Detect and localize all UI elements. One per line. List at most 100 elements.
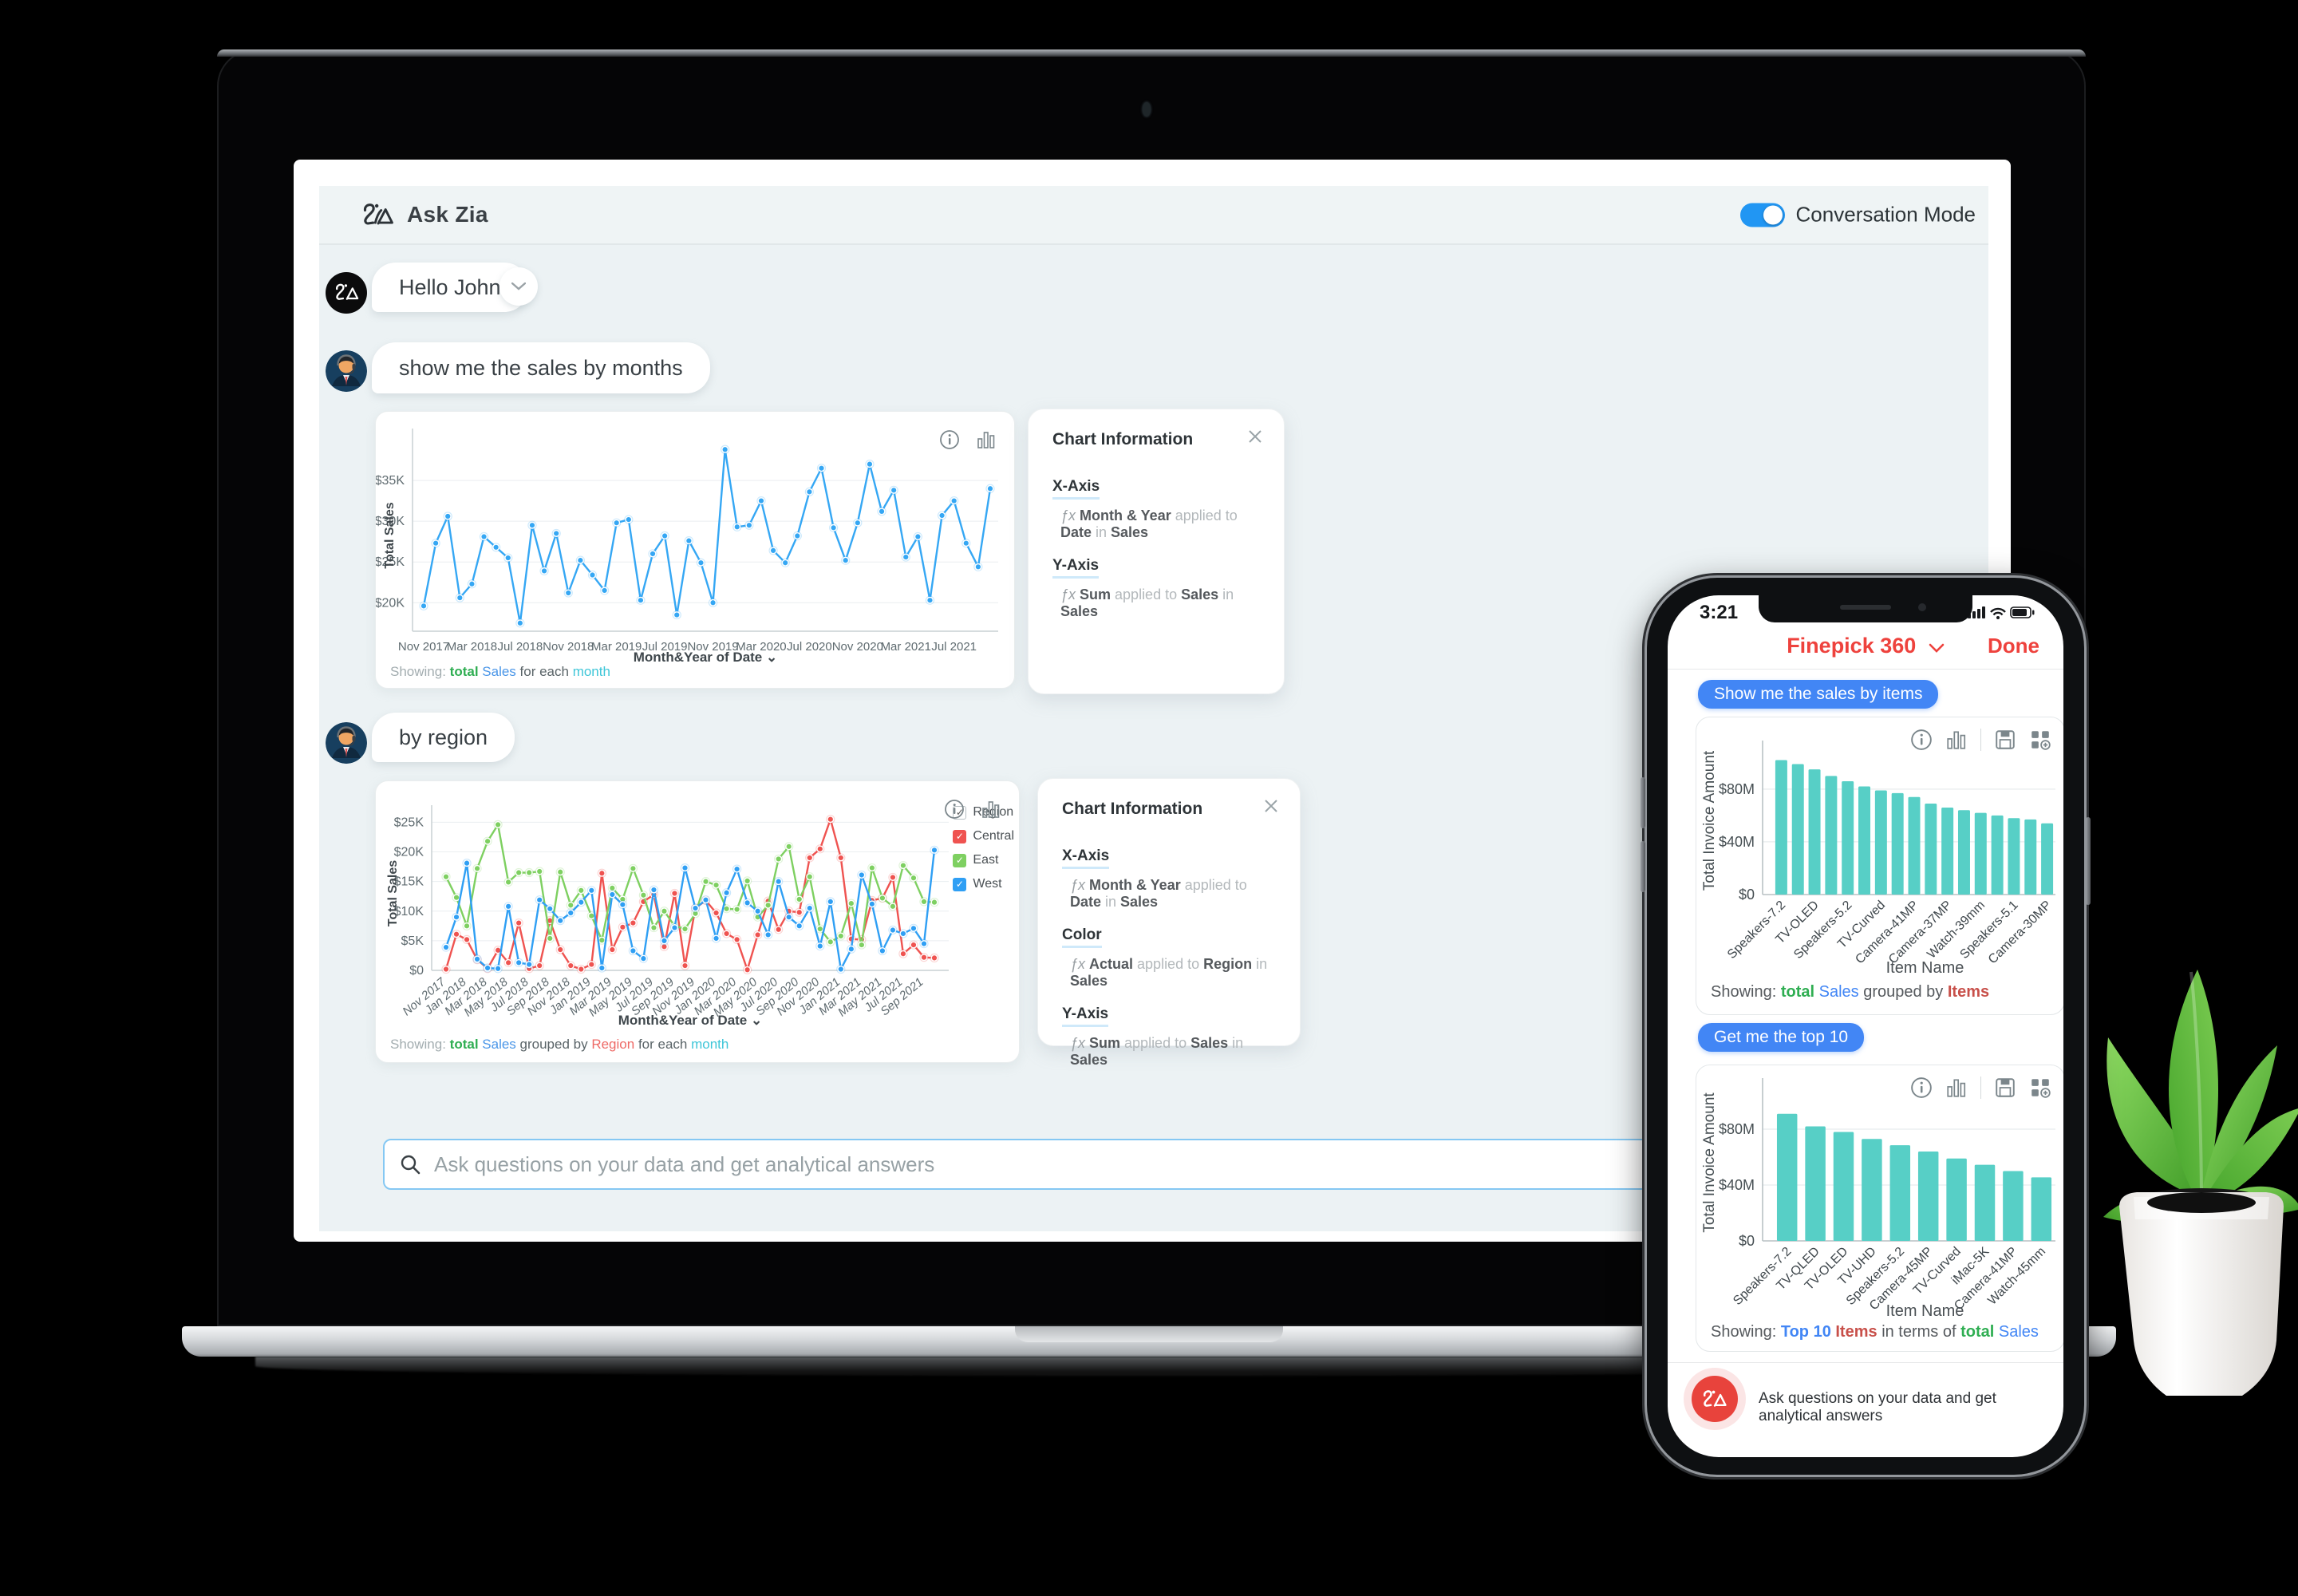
sales-by-items-chart[interactable]: $0$40M$80MSpeakers-7.2TV-OLEDSpeakers-5.…	[1696, 717, 2063, 1016]
info-icon[interactable]	[944, 799, 965, 820]
query-chip[interactable]: Get me the top 10	[1698, 1023, 1865, 1052]
info-icon[interactable]	[1910, 1077, 1933, 1099]
svg-text:$20K: $20K	[376, 596, 405, 610]
svg-text:Mar 2021: Mar 2021	[881, 640, 931, 654]
footer-divider	[1668, 1362, 2063, 1363]
svg-text:Mar 2019: Mar 2019	[591, 640, 642, 654]
chart-type-icon[interactable]	[976, 429, 997, 450]
zia-avatar	[326, 272, 367, 314]
laptop-base-notch	[1015, 1326, 1283, 1342]
ask-question-bar	[383, 1139, 1663, 1190]
svg-text:$10K: $10K	[394, 905, 424, 918]
svg-text:Nov 2019: Nov 2019	[687, 640, 738, 654]
legend-swatch-icon: ✓	[953, 829, 967, 843]
section-label: X-Axis	[1052, 478, 1100, 500]
phone-screen: 3:21	[1668, 595, 2063, 1457]
ask-question-input[interactable]: Ask questions on your data and get analy…	[1759, 1390, 1996, 1424]
svg-text:Watch-39mm: Watch-39mm	[1925, 899, 1988, 962]
query-chip[interactable]: Show me the sales by items	[1698, 680, 1939, 709]
legend-label: Central	[973, 829, 1014, 843]
chart-information-panel: Chart Information X-Axis ƒx Month & Year…	[1028, 409, 1285, 694]
user-message-text: by region	[399, 725, 488, 749]
user-message-bubble: by region	[372, 713, 515, 762]
svg-text:Speakers-5.2: Speakers-5.2	[1791, 899, 1854, 962]
svg-text:Jul 2019: Jul 2019	[642, 640, 688, 654]
info-icon[interactable]	[939, 429, 960, 450]
svg-text:$15K: $15K	[394, 875, 424, 889]
volume-down-button	[1641, 841, 1645, 892]
section-label: Color	[1062, 926, 1102, 948]
chart-type-icon[interactable]	[1945, 1077, 1968, 1099]
svg-text:Jul 2020: Jul 2020	[787, 640, 832, 654]
top-10-items-chart[interactable]: $0$40M$80MSpeakers-7.2TV-QLEDTV-OLEDTV-U…	[1696, 1065, 2063, 1353]
chart-type-icon[interactable]	[1945, 729, 1968, 751]
svg-text:$0: $0	[1739, 887, 1755, 903]
report-selector[interactable]: Finepick 360	[1668, 634, 2063, 658]
svg-text:Total Invoice Amount: Total Invoice Amount	[1701, 1092, 1718, 1233]
chart-type-icon[interactable]	[981, 799, 1001, 820]
search-icon	[401, 1155, 421, 1175]
svg-text:Month&Year of Date ⌄: Month&Year of Date ⌄	[618, 1013, 762, 1028]
svg-text:Jul 2021: Jul 2021	[931, 640, 977, 654]
sales-by-region-card: ✓ Region ✓ Central ✓ East ✓ West $0 $5K $10K $15…	[375, 780, 1020, 1063]
svg-text:Item Name: Item Name	[1886, 1302, 1964, 1320]
svg-text:Month&Year of Date ⌄: Month&Year of Date ⌄	[634, 650, 777, 665]
close-icon[interactable]	[1247, 429, 1263, 444]
phone-mockup: 3:21	[1641, 578, 2091, 1475]
info-icon[interactable]	[1910, 729, 1933, 751]
svg-text:$35K: $35K	[376, 474, 405, 488]
user-message-text: show me the sales by months	[399, 355, 683, 380]
fx-expression: ƒx Sum applied to Sales in Sales	[1070, 1035, 1244, 1068]
svg-text:Total Invoice Amount: Total Invoice Amount	[1701, 750, 1718, 891]
greeting-text: Hello John	[399, 275, 501, 299]
sales-by-items-card: $0 $40M $80M Speakers-7.2 TV-OLED Speakers-5.…	[1696, 717, 2063, 1015]
fx-expression: ƒx Month & Year applied to Date in Sales	[1070, 877, 1247, 910]
done-button[interactable]: Done	[1988, 634, 2039, 658]
user-avatar	[326, 350, 367, 392]
svg-text:$5K: $5K	[401, 934, 424, 948]
legend-item[interactable]: ✓ Central	[953, 829, 1014, 843]
showing-caption: Showing: total Sales grouped by Items	[1711, 983, 1990, 1001]
ask-zia-app: Ask Zia Conversation Mode Hello John	[319, 186, 1988, 1231]
svg-text:Mar 2020: Mar 2020	[736, 640, 786, 654]
svg-text:Speakers-7.2: Speakers-7.2	[1725, 899, 1788, 962]
showing-caption: Showing: total Sales for each month	[390, 664, 610, 679]
chevron-down-icon	[511, 282, 526, 290]
save-icon[interactable]	[1994, 729, 2016, 751]
conversation-mode-control: Conversation Mode	[1739, 203, 1976, 227]
svg-text:Mar 2018: Mar 2018	[447, 640, 497, 654]
legend-item[interactable]: ✓ West	[953, 877, 1014, 891]
ask-question-input[interactable]	[434, 1152, 1647, 1177]
svg-text:$25K: $25K	[376, 555, 405, 569]
section-label: Y-Axis	[1062, 1005, 1109, 1027]
close-icon[interactable]	[1263, 798, 1279, 814]
greeting-expand-button[interactable]	[499, 267, 538, 306]
legend-item[interactable]: ✓ East	[953, 853, 1014, 867]
chevron-down-icon	[1929, 643, 1945, 653]
fx-expression: ƒx Month & Year applied to Date in Sales	[1060, 508, 1238, 540]
svg-text:$80M: $80M	[1719, 781, 1755, 797]
toggle-knob	[1763, 205, 1783, 224]
zia-logo-icon	[363, 203, 393, 225]
battery-icon	[2010, 606, 2035, 618]
laptop-lid: Ask Zia Conversation Mode Hello John	[217, 49, 2086, 1326]
widgets-icon[interactable]	[2029, 1077, 2051, 1099]
conversation-mode-toggle[interactable]	[1739, 203, 1785, 227]
fx-expression: ƒx Sum applied to Sales in Sales	[1060, 587, 1234, 619]
showing-caption: Showing: Top 10 Items in terms of total …	[1711, 1323, 2039, 1341]
save-icon[interactable]	[1994, 1077, 2016, 1099]
legend-label: East	[973, 853, 999, 867]
svg-text:Nov 2017: Nov 2017	[398, 640, 449, 654]
status-icons	[1968, 603, 2035, 625]
svg-text:Total Sales: Total Sales	[383, 502, 397, 568]
widgets-icon[interactable]	[2029, 729, 2051, 751]
user-avatar	[326, 722, 367, 764]
front-camera	[1918, 603, 1926, 611]
app-header: Ask Zia Conversation Mode	[319, 186, 1988, 245]
svg-text:$25K: $25K	[394, 816, 424, 829]
zia-avatar	[1692, 1376, 1738, 1422]
svg-text:$80M: $80M	[1719, 1121, 1755, 1137]
